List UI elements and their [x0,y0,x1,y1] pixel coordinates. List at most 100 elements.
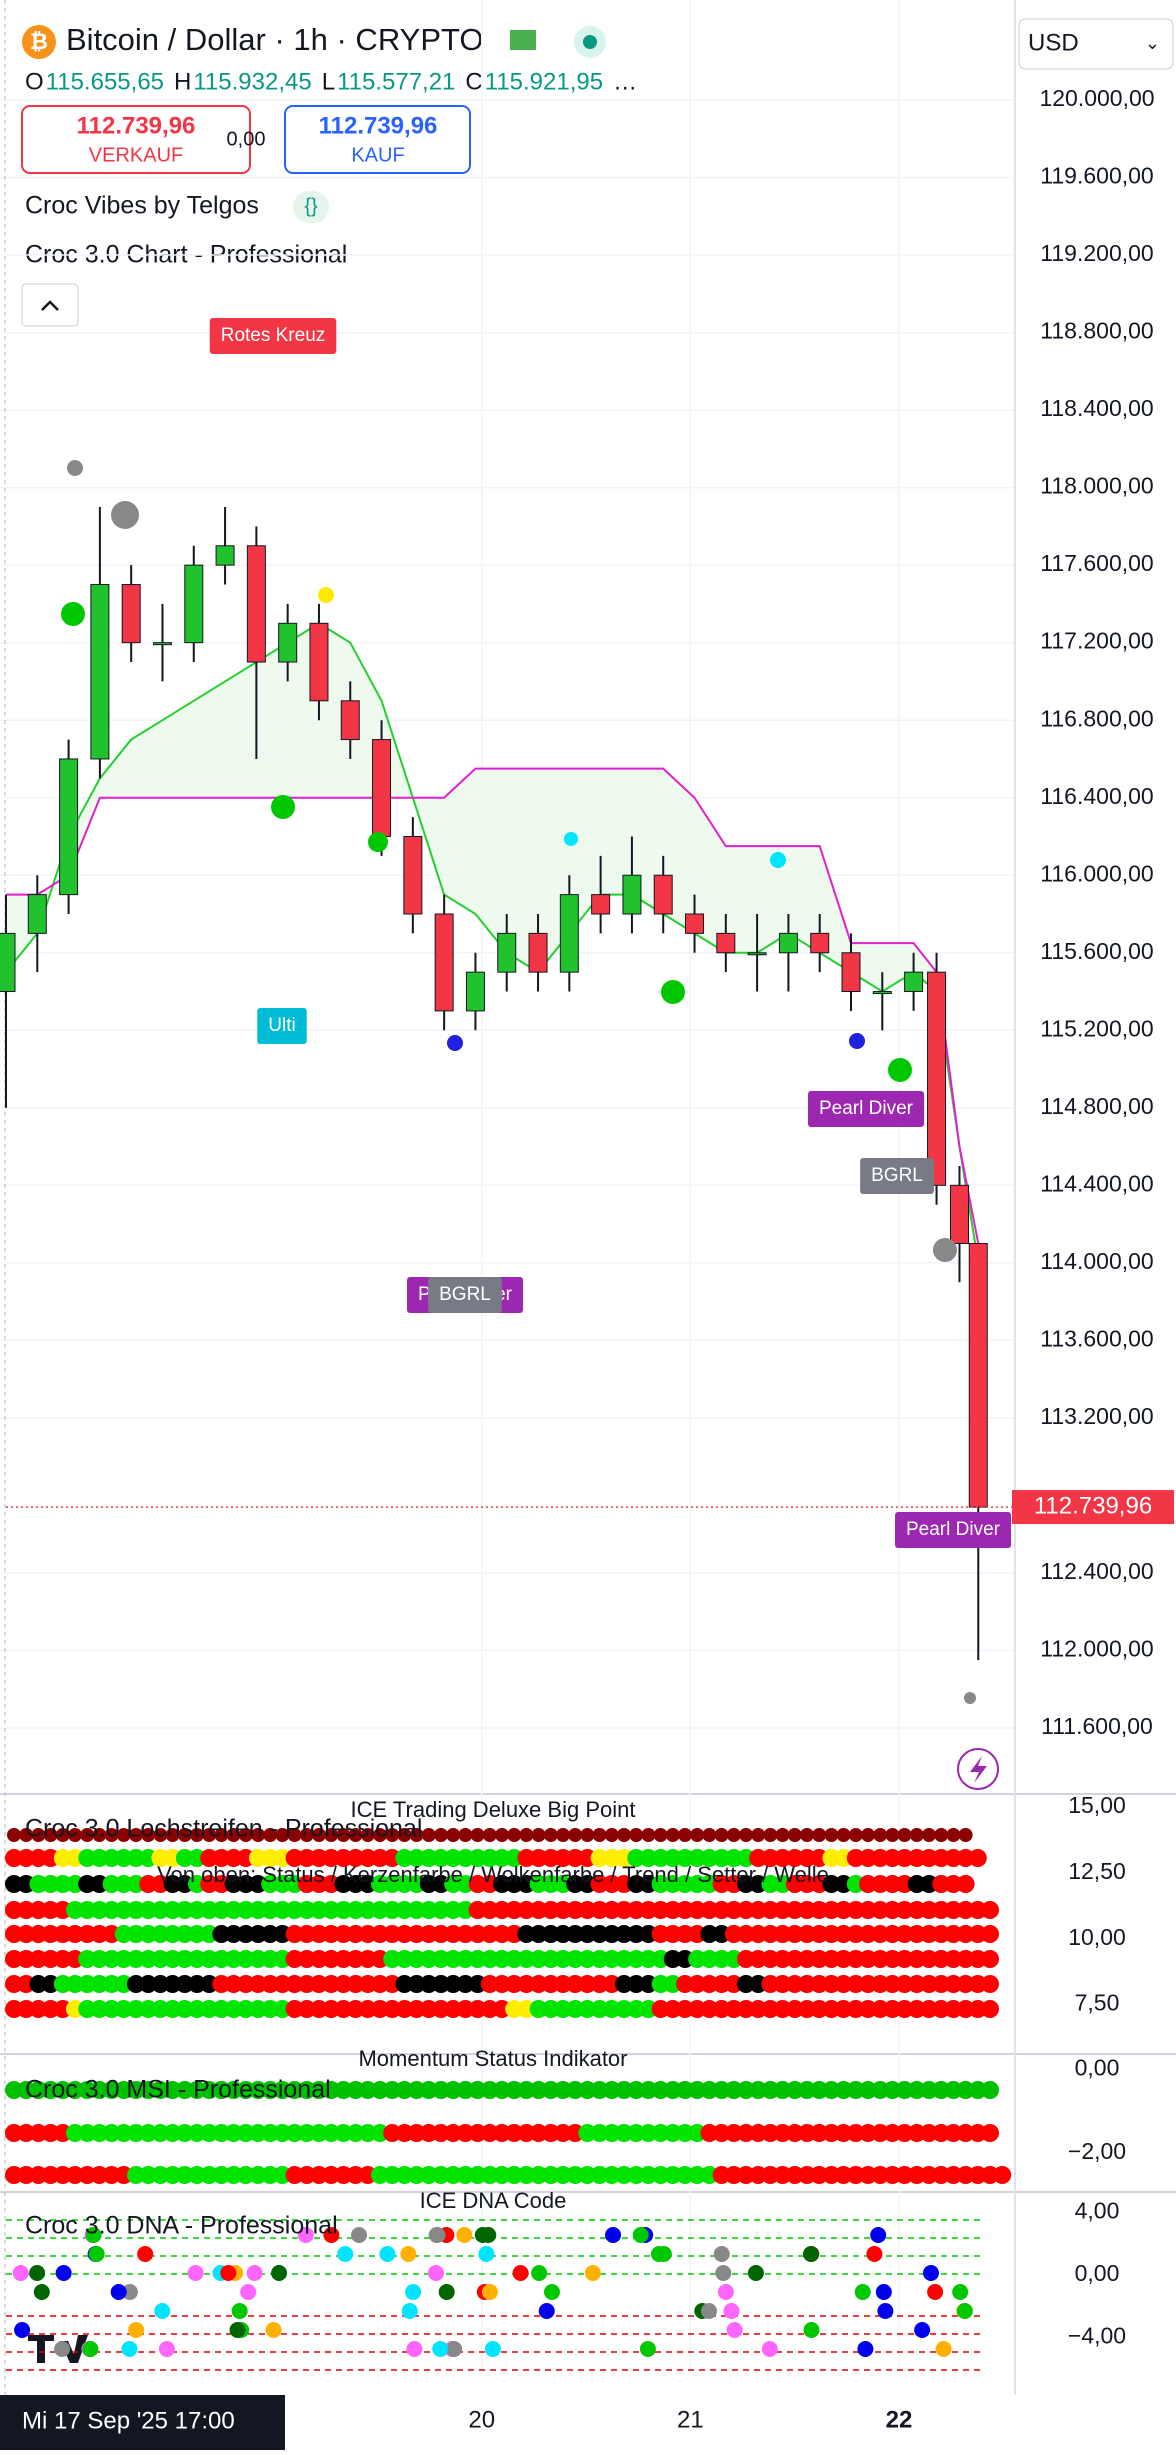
pane-title: Momentum Status Indikator [358,2046,627,2071]
dot-row [5,1901,999,1919]
ohlc-value: 115.932,45 [193,68,311,95]
dna-dot [715,2265,732,2281]
dna-dot [427,2265,444,2281]
collapse-button[interactable] [21,283,79,327]
dot [507,1828,522,1842]
chevron: ⌄ [1145,33,1160,53]
dna-dot [478,2246,495,2262]
dna-dot [632,2227,649,2243]
dna-dot [474,2227,491,2243]
dot [739,1828,753,1842]
dna-dot [246,2265,263,2281]
source-button[interactable] [293,191,329,223]
y-tick-label: −2,00 [1068,2138,1126,2164]
y-tick-label: 0,00 [1075,2260,1120,2286]
flag[interactable] [510,30,536,50]
dna-dot [922,2265,939,2281]
ohlc-key: L [322,68,335,95]
dna-dot [14,2322,31,2338]
dot [981,1975,999,1993]
dot [470,1828,485,1842]
buy-button[interactable] [284,105,471,174]
y-tick-label: 15,00 [1068,1792,1126,1818]
dna-dot [351,2227,368,2243]
dna-dot [935,2341,952,2357]
y-tick-label: 113.200,00 [1040,1403,1153,1429]
signal-label: BGRL [428,1277,502,1313]
dot [251,1828,265,1842]
dot [968,1849,987,1867]
y-tick-label: 114.400,00 [1040,1170,1153,1196]
dot [800,1828,814,1842]
y-tick-label: 12,50 [1068,1858,1126,1884]
dna-dot [531,2265,548,2281]
ohlc-key: C [465,68,482,95]
dna-dot [337,2246,354,2262]
dot [214,1828,229,1842]
dot [19,1828,34,1842]
dna-dot [85,2227,102,2243]
dot [836,1828,851,1842]
candle-body [968,1242,988,1508]
candle-body [0,932,16,993]
dot [958,1828,973,1842]
y-tick-label: 114.800,00 [1040,1093,1153,1119]
dot [482,1828,497,1842]
btc-symbol: ₿ [30,29,48,54]
dot [92,1828,107,1842]
candle-body [465,971,485,1012]
y-tick-label: 119.600,00 [1040,163,1153,189]
signal-text: BGRL [871,1165,923,1186]
signal-text: Pearl Diver [906,1519,1001,1540]
pane-title: Croc 3.0 MSI - Professional [25,2076,331,2104]
dna-dot [265,2322,282,2338]
dna-dot [713,2246,730,2262]
dna-dot [747,2265,764,2281]
currency-select[interactable] [1018,18,1174,70]
dna-dot [605,2227,622,2243]
dot [702,1828,717,1842]
candle-body [340,700,360,741]
dot [116,1828,131,1842]
dna-dot [538,2303,555,2319]
dot [80,1828,95,1842]
candle-body [591,894,611,915]
dna-dot [406,2341,423,2357]
dot [43,1828,58,1842]
dot [909,1828,924,1842]
dot [31,1828,46,1842]
y-tick-label: 118.800,00 [1040,318,1153,344]
indicator-name: Croc Vibes by Telgos [25,192,259,220]
dna-dot [55,2265,72,2281]
dot [787,1828,802,1842]
dot [226,1828,241,1842]
dot-row [5,2124,999,2142]
dot [956,1875,975,1893]
dot-row [5,1950,999,1968]
y-tick-label: 111.600,00 [1041,1713,1153,1739]
y-tick-label: 115.600,00 [1040,938,1153,964]
dot-row [5,1849,987,1867]
y-tick-label: 7,50 [1075,1990,1120,2016]
dna-dot [33,2284,50,2300]
dna-dot [231,2303,248,2319]
dot [299,1828,314,1842]
y-tick-label: 120.000,00 [1039,85,1154,111]
signal-box [895,1512,1011,1548]
dot [7,1828,21,1842]
dot [934,1828,949,1842]
dot [812,1828,827,1842]
sell-price: 112.739,96 [77,112,196,139]
y-tick-label: 116.400,00 [1040,783,1153,809]
dna-dot [220,2265,237,2281]
dna-dot [456,2227,473,2243]
y-tick-label: 119.200,00 [1040,240,1153,266]
sell-button[interactable] [21,105,251,174]
dot-row [5,2000,999,2018]
dot [324,1828,339,1842]
signal-text: BGRL [439,1284,491,1305]
dna-dot [761,2341,778,2357]
dot [981,2124,999,2142]
dot [373,1828,387,1842]
dna-dot [323,2227,340,2243]
